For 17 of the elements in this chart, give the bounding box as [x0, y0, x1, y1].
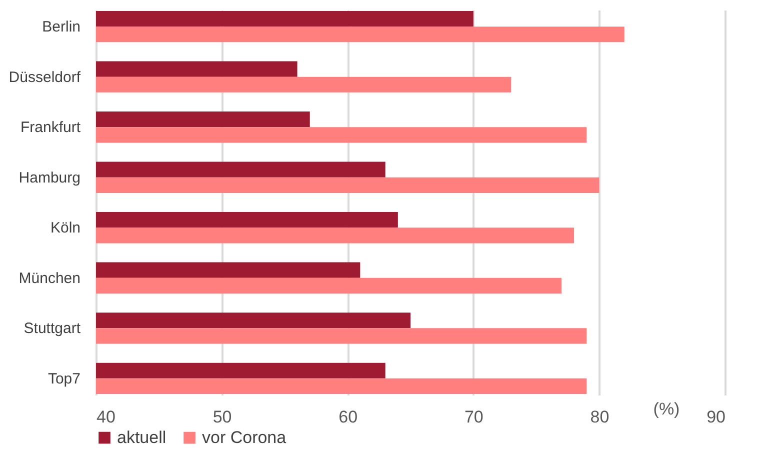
x-axis-title: (%): [653, 400, 680, 418]
y-tick-label: Top7: [48, 370, 80, 388]
legend-label: vor Corona: [202, 428, 287, 447]
y-tick-label: Hamburg: [18, 169, 80, 186]
x-tick-label: 70: [464, 408, 484, 426]
x-tick-label: 50: [212, 408, 232, 426]
x-tick-label: 90: [706, 408, 726, 426]
x-tick-label: 40: [96, 408, 116, 426]
y-tick-label: München: [18, 270, 80, 287]
legend-label: aktuell: [117, 428, 166, 447]
y-tick-label: Düsseldorf: [8, 68, 82, 86]
y-tick-label: Stuttgart: [24, 320, 82, 338]
y-tick-label: Köln: [50, 220, 80, 237]
x-tick-label: 80: [590, 408, 610, 426]
x-tick-label: 60: [338, 408, 358, 426]
y-tick-label: Frankfurt: [20, 119, 82, 136]
y-tick-label: Berlin: [42, 18, 80, 36]
